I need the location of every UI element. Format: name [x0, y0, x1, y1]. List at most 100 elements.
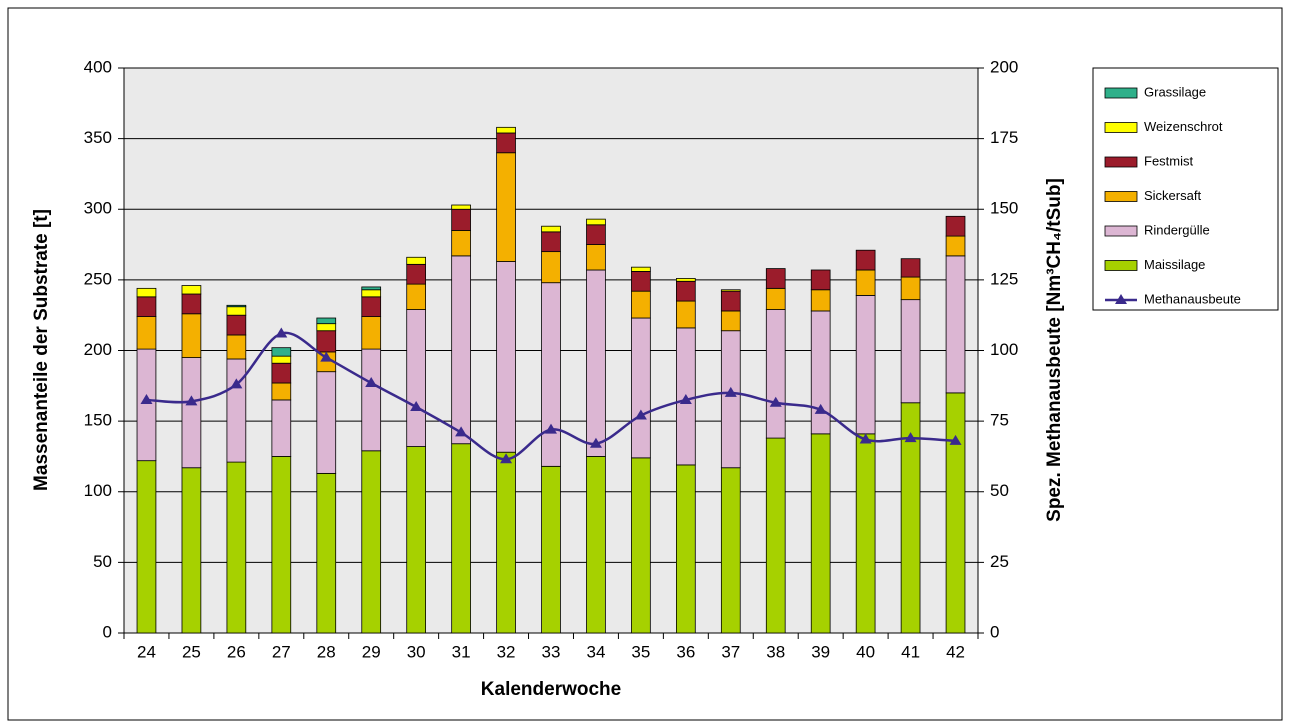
y2-tick-label: 75: [990, 411, 1009, 430]
bar-segment: [361, 316, 382, 350]
bar-segment: [945, 215, 966, 237]
bar-segment: [496, 152, 516, 262]
line-marker: [410, 401, 423, 411]
line-marker: [634, 409, 647, 420]
x-tick-label: 30: [407, 642, 426, 661]
bar-segment: [855, 249, 876, 271]
bar-segment: [406, 256, 426, 265]
bar-segment: [586, 218, 606, 226]
bar-segment: [271, 399, 292, 457]
bar-segment: [631, 266, 651, 272]
y2-tick-label: 100: [990, 340, 1018, 359]
bar-segment: [676, 464, 696, 634]
x-tick-label: 25: [182, 642, 201, 661]
bar-segment: [451, 204, 471, 210]
bar-segment: [271, 456, 292, 634]
bar-segment: [810, 433, 831, 634]
bar-segment: [855, 269, 876, 296]
bar-segment: [271, 382, 292, 401]
bar-segment: [451, 255, 471, 445]
bar-segment: [226, 306, 247, 316]
bar-segment: [631, 270, 651, 292]
y-tick-label: 150: [84, 411, 112, 430]
legend-label: Grassilage: [1144, 84, 1206, 99]
line-marker: [140, 393, 153, 404]
bar-segment: [361, 286, 382, 291]
bar-segment: [765, 309, 786, 439]
bar-segment: [586, 456, 606, 634]
bar-segment: [586, 224, 606, 245]
line-marker: [949, 434, 962, 445]
bar-segment: [226, 314, 247, 336]
x-tick-label: 37: [721, 642, 740, 661]
y-tick-label: 400: [84, 57, 112, 76]
line-marker: [500, 453, 513, 464]
line-marker: [455, 426, 468, 437]
x-tick-label: 42: [946, 642, 965, 661]
x-tick-label: 35: [631, 642, 650, 661]
bar-segment: [541, 231, 561, 253]
bar-segment: [136, 348, 157, 462]
y-tick-label: 250: [84, 269, 112, 288]
bar-segment: [631, 317, 651, 459]
legend-marker: [1115, 294, 1127, 304]
bar-segment: [406, 309, 426, 447]
bar-segment: [720, 467, 741, 634]
bar-segment: [451, 208, 471, 231]
line-marker: [679, 393, 692, 404]
line-marker: [814, 403, 827, 414]
bar-segment: [541, 251, 561, 284]
line-marker: [904, 432, 917, 443]
bar-segment: [451, 443, 471, 634]
y2-tick-label: 25: [990, 552, 1009, 571]
bar-segment: [136, 296, 157, 318]
bar-segment: [720, 330, 741, 469]
y2-tick-label: 125: [990, 269, 1018, 288]
y-tick-label: 350: [84, 128, 112, 147]
y-tick-label: 50: [93, 552, 112, 571]
bar-segment: [900, 276, 921, 301]
y-tick-label: 0: [103, 622, 112, 641]
bar-segment: [900, 299, 921, 404]
bar-segment: [810, 310, 831, 435]
line-marker: [859, 433, 872, 444]
bar-segment: [676, 300, 696, 329]
line-marker: [275, 327, 288, 338]
bar-segment: [406, 446, 426, 634]
y2-tick-label: 200: [990, 57, 1018, 76]
bar-segment: [765, 268, 786, 289]
bar-segment: [271, 362, 292, 384]
x-tick-label: 32: [497, 642, 516, 661]
bar-segment: [226, 304, 247, 308]
bar-segment: [316, 472, 337, 634]
y-tick-label: 300: [84, 199, 112, 218]
bar-segment: [855, 433, 876, 634]
bar-segment: [181, 357, 202, 469]
x-tick-label: 28: [317, 642, 336, 661]
bar-segment: [496, 126, 516, 134]
x-tick-label: 38: [766, 642, 785, 661]
bar-segment: [316, 371, 337, 474]
bar-segment: [676, 278, 696, 282]
line-marker: [589, 437, 602, 448]
bar-segment: [361, 296, 382, 318]
y-axis-title: Massenanteile der Substrate [t]: [31, 209, 52, 491]
line-marker: [769, 396, 782, 407]
bar-segment: [496, 261, 516, 453]
x-tick-label: 29: [362, 642, 381, 661]
bar-segment: [586, 244, 606, 271]
bar-segment: [361, 450, 382, 634]
legend-swatch: [1104, 260, 1138, 271]
x-tick-label: 34: [586, 642, 605, 661]
line-marker: [365, 376, 378, 387]
x-axis-title: Kalenderwoche: [481, 679, 621, 700]
bar-segment: [765, 287, 786, 310]
bar-segment: [720, 290, 741, 312]
line-marker: [545, 423, 557, 434]
bar-segment: [136, 287, 157, 298]
bar-segment: [181, 293, 202, 315]
bar-segment: [855, 295, 876, 435]
x-tick-label: 36: [676, 642, 695, 661]
line-marker: [230, 378, 243, 389]
x-tick-label: 27: [272, 642, 291, 661]
